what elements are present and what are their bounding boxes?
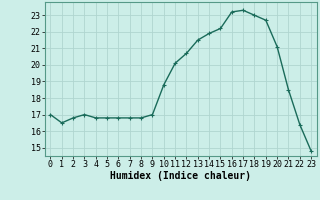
- X-axis label: Humidex (Indice chaleur): Humidex (Indice chaleur): [110, 171, 251, 181]
